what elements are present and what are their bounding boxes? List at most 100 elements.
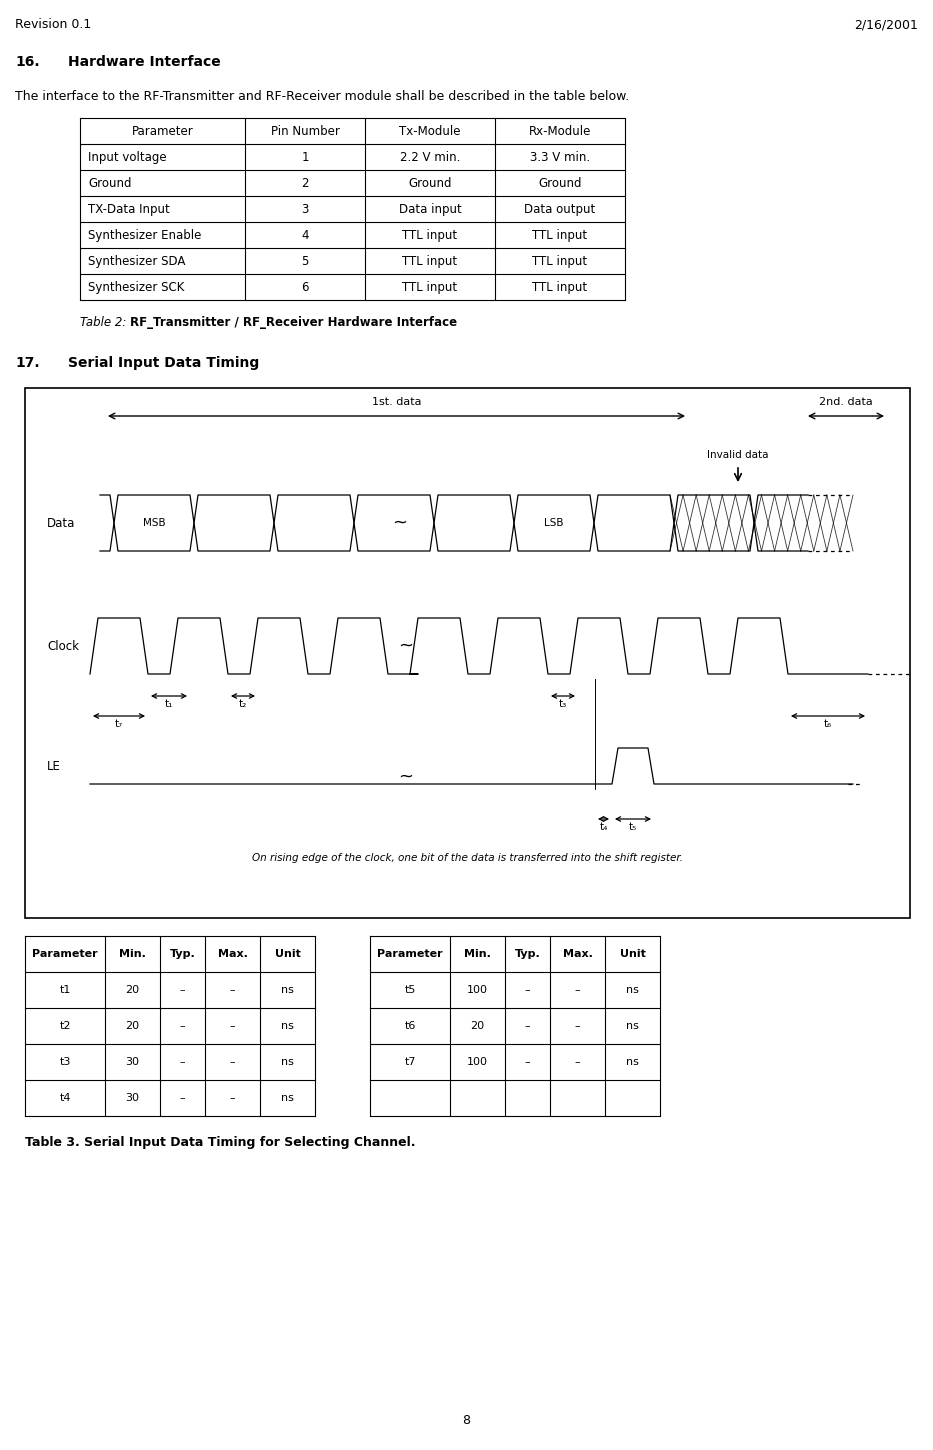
Text: 6: 6 [301,280,309,293]
Text: Parameter: Parameter [32,948,98,958]
Text: t4: t4 [60,1093,71,1103]
Text: t₅: t₅ [629,822,637,832]
Text: The interface to the RF-Transmitter and RF-Receiver module shall be described in: The interface to the RF-Transmitter and … [15,90,629,103]
Bar [25,389,910,918]
Text: 2nd. data: 2nd. data [819,397,873,407]
Text: 4: 4 [301,229,309,242]
Text: t₇: t₇ [115,719,123,729]
Text: –: – [575,985,580,995]
Text: ns: ns [281,1057,294,1067]
Text: 2.2 V min.: 2.2 V min. [400,151,460,164]
Text: Data output: Data output [524,203,595,216]
Text: t₆: t₆ [824,719,832,729]
Text: Hardware Interface: Hardware Interface [68,55,221,70]
Text: t7: t7 [404,1057,416,1067]
Text: Invalid data: Invalid data [707,450,769,460]
Text: ~: ~ [398,637,413,655]
Text: 20: 20 [470,1021,484,1031]
Text: –: – [230,985,235,995]
Text: 16.: 16. [15,55,39,70]
Text: –: – [180,1057,186,1067]
Text: 30: 30 [126,1057,140,1067]
Text: On rising edge of the clock, one bit of the data is transferred into the shift r: On rising edge of the clock, one bit of … [252,853,683,863]
Text: t₂: t₂ [239,699,247,709]
Text: ~: ~ [393,513,408,532]
Text: LE: LE [47,760,61,773]
Text: Min.: Min. [464,948,491,958]
Text: t2: t2 [60,1021,71,1031]
Text: –: – [575,1057,580,1067]
Text: Typ.: Typ. [515,948,540,958]
Text: ns: ns [281,1021,294,1031]
Text: RF_Transmitter / RF_Receiver Hardware Interface: RF_Transmitter / RF_Receiver Hardware In… [130,316,457,329]
Text: ns: ns [281,985,294,995]
Text: Typ.: Typ. [170,948,195,958]
Text: Synthesizer SDA: Synthesizer SDA [88,255,186,267]
Text: –: – [230,1021,235,1031]
Text: TTL input: TTL input [533,255,588,267]
Text: 5: 5 [301,255,309,267]
Text: –: – [180,1093,186,1103]
Text: Pin Number: Pin Number [271,125,340,138]
Text: Input voltage: Input voltage [88,151,167,164]
Text: –: – [230,1057,235,1067]
Text: 30: 30 [126,1093,140,1103]
Text: –: – [524,1057,530,1067]
Text: Min.: Min. [119,948,146,958]
Text: 3: 3 [301,203,309,216]
Text: ns: ns [626,1021,639,1031]
Text: Ground: Ground [538,177,582,190]
Text: Data input: Data input [398,203,462,216]
Text: t6: t6 [404,1021,416,1031]
Text: 3.3 V min.: 3.3 V min. [530,151,590,164]
Text: TTL input: TTL input [402,229,457,242]
Text: TTL input: TTL input [533,229,588,242]
Text: 2/16/2001: 2/16/2001 [854,17,918,30]
Text: Rx-Module: Rx-Module [529,125,592,138]
Text: Serial Input Data Timing: Serial Input Data Timing [68,357,259,370]
Text: MSB: MSB [143,518,165,528]
Text: t₃: t₃ [559,699,567,709]
Text: Synthesizer Enable: Synthesizer Enable [88,229,202,242]
Text: Ground: Ground [409,177,452,190]
Text: 100: 100 [467,985,488,995]
Text: –: – [524,1021,530,1031]
Text: Clock: Clock [47,639,79,652]
Text: Max.: Max. [563,948,592,958]
Text: ns: ns [281,1093,294,1103]
Text: Parameter: Parameter [132,125,193,138]
Text: 20: 20 [125,1021,140,1031]
Text: Max.: Max. [217,948,247,958]
Text: –: – [230,1093,235,1103]
Text: Table 3. Serial Input Data Timing for Selecting Channel.: Table 3. Serial Input Data Timing for Se… [25,1135,415,1148]
Text: t₁: t₁ [165,699,174,709]
Text: Unit: Unit [274,948,300,958]
Text: ns: ns [626,1057,639,1067]
Text: –: – [575,1021,580,1031]
Text: t₄: t₄ [599,822,607,832]
Text: TX-Data Input: TX-Data Input [88,203,170,216]
Text: TTL input: TTL input [402,255,457,267]
Text: –: – [180,1021,186,1031]
Text: 1: 1 [301,151,309,164]
Text: Data: Data [47,516,76,529]
Text: 17.: 17. [15,357,39,370]
Text: Table 2:: Table 2: [80,316,126,329]
Text: LSB: LSB [544,518,564,528]
Text: –: – [180,985,186,995]
Text: Ground: Ground [88,177,132,190]
Text: TTL input: TTL input [533,280,588,293]
Text: 1st. data: 1st. data [371,397,422,407]
Text: ~: ~ [398,768,413,786]
Text: Tx-Module: Tx-Module [399,125,461,138]
Text: TTL input: TTL input [402,280,457,293]
Text: 8: 8 [462,1414,470,1427]
Text: Synthesizer SCK: Synthesizer SCK [88,280,185,293]
Text: 100: 100 [467,1057,488,1067]
Text: 2: 2 [301,177,309,190]
Text: Parameter: Parameter [377,948,443,958]
Text: 20: 20 [125,985,140,995]
Text: t5: t5 [404,985,416,995]
Text: t3: t3 [60,1057,71,1067]
Text: ns: ns [626,985,639,995]
